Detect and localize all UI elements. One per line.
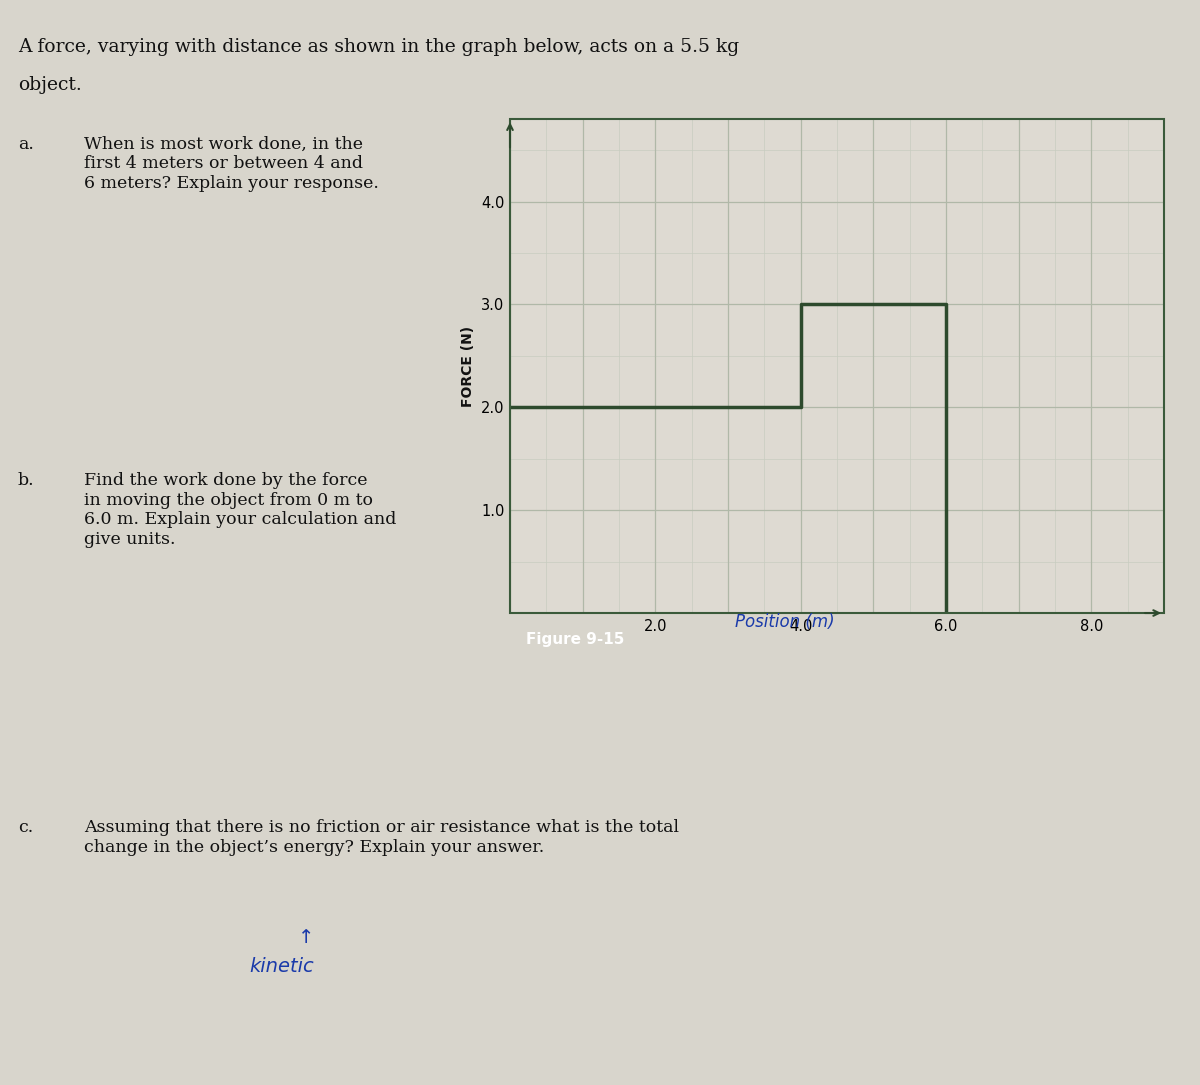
Text: Assuming that there is no friction or air resistance what is the total
change in: Assuming that there is no friction or ai… (84, 819, 679, 856)
Text: When is most work done, in the
first 4 meters or between 4 and
6 meters? Explain: When is most work done, in the first 4 m… (84, 136, 379, 192)
Text: Figure 9-15: Figure 9-15 (527, 631, 625, 647)
Text: object.: object. (18, 76, 82, 94)
Text: b.: b. (18, 472, 35, 489)
Text: a.: a. (18, 136, 34, 153)
Y-axis label: FORCE (N): FORCE (N) (461, 326, 475, 407)
Text: Position (m): Position (m) (734, 613, 834, 631)
Text: Find the work done by the force
in moving the object from 0 m to
6.0 m. Explain : Find the work done by the force in movin… (84, 472, 396, 548)
Text: kinetic: kinetic (250, 957, 314, 976)
Text: ↑: ↑ (298, 928, 314, 947)
Text: c.: c. (18, 819, 34, 837)
Text: A force, varying with distance as shown in the graph below, acts on a 5.5 kg: A force, varying with distance as shown … (18, 38, 739, 56)
